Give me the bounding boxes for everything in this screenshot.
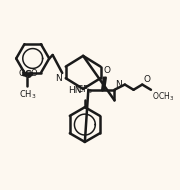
Text: O: O (104, 66, 111, 75)
Text: CH$_3$: CH$_3$ (19, 89, 36, 101)
Text: HN: HN (68, 86, 81, 95)
Text: S: S (24, 70, 31, 80)
Text: O: O (30, 69, 37, 78)
Text: N: N (115, 80, 122, 89)
Text: O: O (18, 69, 25, 78)
Text: O: O (143, 75, 150, 84)
Text: CF$_3$: CF$_3$ (76, 83, 93, 96)
Text: N: N (55, 74, 61, 83)
Text: OCH$_3$: OCH$_3$ (152, 91, 174, 103)
